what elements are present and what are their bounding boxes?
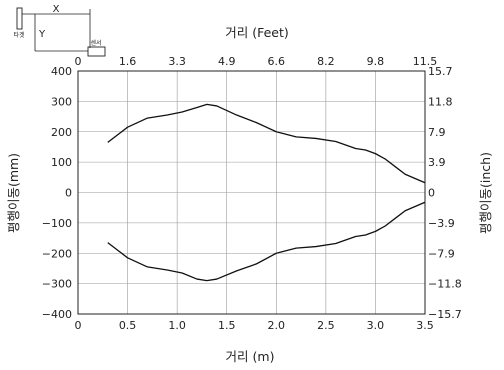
y-tick-label-left: 400 [51, 65, 72, 78]
target-block [16, 7, 23, 30]
y-tick-label-left: 200 [51, 126, 72, 139]
y-tick-label-right: 0 [428, 187, 435, 200]
y-tick-label-right: 7.9 [428, 126, 446, 139]
x-tick-label-bottom: 1.5 [218, 319, 236, 332]
y-tick-label-left: −200 [42, 247, 72, 260]
y-tick-label-left: 300 [51, 95, 72, 108]
inset-y-label: Y [38, 29, 46, 40]
x-tick-label-top: 1.6 [119, 55, 137, 68]
inset-target-label: 타겟 [13, 31, 25, 39]
y-tick-label-right: −3.9 [428, 217, 455, 230]
x-tick-label-bottom: 0.5 [119, 319, 137, 332]
inset-x-label: X [53, 4, 60, 15]
x-tick-label-bottom: 1.0 [168, 319, 186, 332]
x-tick-label-top: 11.5 [413, 55, 438, 68]
x-tick-label-top: 4.9 [218, 55, 236, 68]
y-tick-label-right: −15.7 [428, 308, 462, 321]
y-tick-label-left: 0 [65, 187, 72, 200]
x-tick-label-top: 0 [75, 55, 82, 68]
x-tick-label-bottom: 2.0 [268, 319, 286, 332]
y-axis-label-left: 평행이동(mm) [6, 153, 21, 233]
x-tick-label-bottom: 3.0 [367, 319, 385, 332]
x-axis-label-top: 거리 (Feet) [225, 25, 289, 40]
y-axis-label-right: 평행이동(inch) [478, 152, 493, 234]
x-tick-label-bottom: 2.5 [317, 319, 335, 332]
x-axis-label-bottom: 거리 (m) [226, 349, 275, 364]
y-tick-label-left: 100 [51, 156, 72, 169]
inset-diagram: X Y 타겟 센서 [13, 4, 106, 57]
curves [107, 103, 426, 282]
grid [77, 70, 426, 315]
y-tick-label-left: −100 [42, 217, 72, 230]
x-tick-label-bottom: 0 [75, 319, 82, 332]
x-tick-label-top: 9.8 [367, 55, 385, 68]
y-tick-label-right: 15.7 [428, 65, 453, 78]
inset-sensor-label: 센서 [90, 39, 101, 47]
sensor-block [87, 46, 106, 57]
y-tick-label-left: −400 [42, 308, 72, 321]
y-tick-label-right: 3.9 [428, 156, 446, 169]
x-tick-label-top: 6.6 [268, 55, 286, 68]
plot-frame [77, 70, 426, 315]
y-tick-label-right: 11.8 [428, 95, 453, 108]
series-line-upper [107, 103, 426, 184]
y-tick-label-right: −7.9 [428, 247, 455, 260]
tick-labels: 0 0 0.5 1.6 1.0 3.3 1.5 4.9 2.0 6.6 2.5 8.2 3.0 9.8 3.… [42, 55, 462, 332]
x-tick-label-top: 8.2 [317, 55, 335, 68]
y-tick-label-left: −300 [42, 278, 72, 291]
x-tick-label-bottom: 3.5 [416, 319, 434, 332]
y-tick-label-right: −11.8 [428, 278, 462, 291]
series-line-lower [107, 201, 426, 282]
x-tick-label-top: 3.3 [168, 55, 186, 68]
